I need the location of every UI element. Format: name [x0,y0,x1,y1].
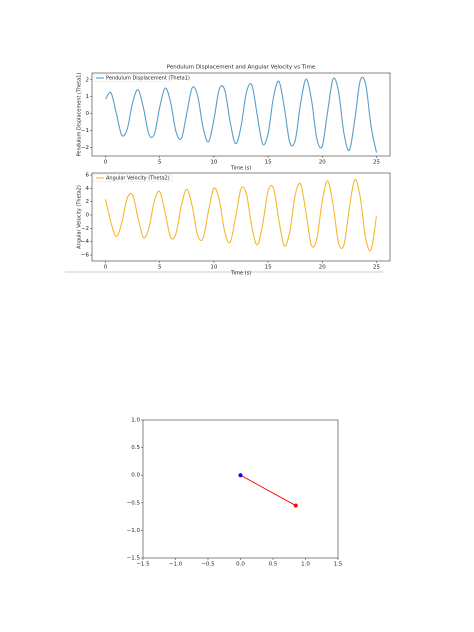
x-tick-label: 20 [319,265,326,271]
x-tick-label: −0.5 [201,562,215,568]
x-tick-label: 10 [210,160,217,166]
point [238,473,243,478]
x-tick-label: 25 [373,265,380,271]
x-tick-label: 0.5 [269,562,278,568]
x-tick-label: 5 [158,160,162,166]
x-tick-label: 0 [104,265,108,271]
x-tick-label: 10 [210,265,217,271]
figure-title: Pendulum Displacement and Angular Veloci… [167,65,316,71]
y-tick-label: −6 [81,253,90,259]
x-tick-label: 0.0 [236,562,245,568]
y-tick-label: −2 [81,226,89,232]
x-tick-label: 25 [373,160,380,166]
y-tick-label: −1 [81,128,89,134]
y-tick-label: 6 [86,173,90,179]
data-line [105,76,377,153]
x-tick-label: 1.0 [301,562,310,568]
plot-area [91,72,391,157]
y-axis-label: Pendulum Displacement (Theta1) [77,73,83,157]
legend-label: Pendulum Displacement (Theta1) [106,76,190,82]
pendulum-rod [240,474,296,506]
x-tick-label: 0 [104,160,108,166]
y-tick-label: −4 [81,239,90,245]
y-tick-label: 2 [86,199,90,205]
y-tick-label: −1.5 [127,556,141,562]
y-tick-label: −1.0 [127,528,141,534]
y-tick-label: 4 [86,186,90,192]
x-tick-label: 1.5 [334,562,343,568]
x-tick-label: 20 [319,160,326,166]
plot-area [91,172,391,262]
x-tick-label: 15 [265,265,272,271]
point [293,503,298,508]
y-tick-label: 1.0 [131,418,140,424]
y-tick-label: 0 [86,213,90,219]
x-tick-label: −1.5 [136,562,150,568]
y-tick-label: 0.0 [131,473,140,479]
y-axis-label: Angular Velocity (Theta2) [77,185,83,249]
x-tick-label: 15 [265,160,272,166]
y-tick-label: 1 [86,94,90,100]
y-tick-label: 2 [86,77,90,83]
legend-label: Angular Velocity (Theta2) [106,176,170,182]
y-tick-label: −0.5 [127,500,141,506]
x-tick-label: 5 [158,265,162,271]
plot-area [142,419,339,559]
y-tick-label: 0 [86,111,90,117]
x-axis-label: Time (s) [230,271,251,277]
x-axis-label: Time (s) [230,166,251,172]
legend-box [93,174,173,182]
y-tick-label: 0.5 [131,445,140,451]
x-tick-label: −1.0 [169,562,183,568]
data-line [105,178,377,252]
y-tick-label: −2 [81,145,89,151]
legend-box [93,74,173,82]
